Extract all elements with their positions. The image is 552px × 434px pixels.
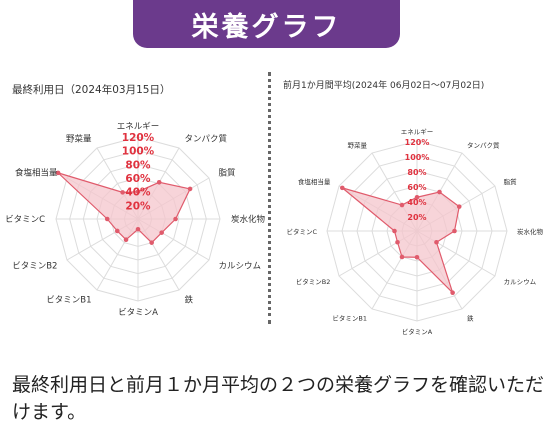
radar-axis-label: エネルギー [401,128,434,136]
radar-percent-label: 60% [407,183,426,192]
radar-axis-label: ビタミンC [286,227,317,236]
radar-data-point [399,202,405,208]
radar-axis-label: 脂質 [219,168,237,179]
radar-axis-label: 炭水化物 [231,214,265,225]
radar-axis-label: 炭水化物 [517,227,544,236]
radar-data-point [187,186,193,192]
radar-percent-label: 80% [125,159,151,171]
dotted-divider [268,72,271,324]
radar-data-point [392,228,397,234]
radar-axis-label: タンパク質 [185,133,228,144]
radar-axis-label: ビタミンB2 [12,262,57,272]
radar-axis-label: ビタミンB1 [46,296,91,306]
radar-data-point [104,216,110,222]
radar-axis-label: 野菜量 [66,133,92,144]
radar-axis-label: 脂質 [504,177,518,186]
radar-data-point [414,194,420,200]
radar-percent-label: 20% [125,200,151,212]
radar-percent-label: 40% [407,198,426,207]
radar-data-point [114,228,120,234]
radar-axis-label: タンパク質 [467,140,500,149]
radar-data-point [156,180,162,185]
radar-data-point [149,240,154,245]
radar-axis-label: 野菜量 [348,140,368,149]
right-chart-period-label: 前月1か月間平均(2024年 06月02日～07月02日) [283,81,485,91]
radar-data-point [399,254,405,260]
radar-axis-label: カルシウム [504,278,537,286]
radar-data-point [414,254,420,260]
header-title-banner: 栄養グラフ [133,0,400,48]
radar-percent-label: 100% [122,146,155,158]
radar-percent-label: 20% [407,213,426,222]
radar-data-point [452,228,457,234]
radar-data-point [173,216,178,222]
radar-axis-label: カルシウム [219,262,262,272]
radar-data-point [135,189,141,194]
radar-percent-label: 40% [125,187,151,199]
radar-data-point [135,226,141,232]
radar-data-point [450,290,455,296]
radar-data-point [456,204,462,209]
radar-axis-label: エネルギー [117,122,160,132]
radar-axis-label: ビタミンA [118,308,158,318]
radar-data-area [57,172,191,244]
radar-axis-label: 食塩相当量 [15,168,58,179]
radar-axis-label: ビタミンA [402,327,433,336]
radar-percent-label: 60% [125,173,151,185]
monthly-average-radar-chart: 20% 40% 60% 80% 100% 120% エネルギータンパク質脂質炭水化物カルシウ… [286,128,544,336]
radar-data-point [120,190,125,195]
radar-axis-label: 鉄 [185,295,194,306]
radar-axis-label: ビタミンB1 [332,314,367,323]
radar-data-point [340,185,345,191]
radar-percent-label: 120% [405,138,430,147]
radar-data-point [437,189,442,195]
latest-day-radar-chart: 20%40% 60% 80%100% 120%エネルギータンパク質脂質炭水化物カルシウ… [5,122,265,318]
caption-text: 最終利用日と前月１か月平均の２つの栄養グラフを確認いただけます。 [12,374,545,423]
radar-percent-label: 100% [405,153,430,162]
radar-data-point [395,239,400,245]
radar-percent-label: 80% [407,168,426,177]
page-title: 栄養グラフ [191,11,342,43]
radar-axis-label: ビタミンC [5,215,45,225]
left-chart-date-label: 最終利用日（2024年03月15日） [12,84,171,96]
radar-percent-label: 120% [122,132,155,144]
radar-data-point [123,237,129,243]
radar-data-point [159,230,164,235]
radar-axis-label: 食塩相当量 [298,177,331,186]
radar-data-point [55,170,61,176]
radar-data-point [434,239,439,245]
radar-axis-label: 鉄 [467,314,474,323]
radar-axis-label: ビタミンB2 [296,277,331,286]
